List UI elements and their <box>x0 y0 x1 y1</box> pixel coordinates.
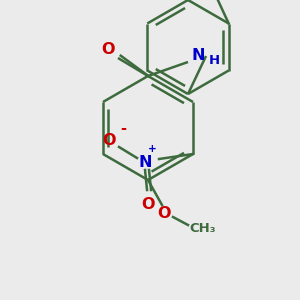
Text: O: O <box>102 133 116 148</box>
Text: N: N <box>138 154 152 169</box>
Text: CH₃: CH₃ <box>190 223 216 236</box>
Text: N: N <box>191 49 205 64</box>
Text: O: O <box>157 206 171 220</box>
Text: +: + <box>148 144 156 154</box>
Text: H: H <box>208 53 220 67</box>
Text: O: O <box>101 43 115 58</box>
Text: O: O <box>141 196 155 211</box>
Text: -: - <box>120 121 126 136</box>
